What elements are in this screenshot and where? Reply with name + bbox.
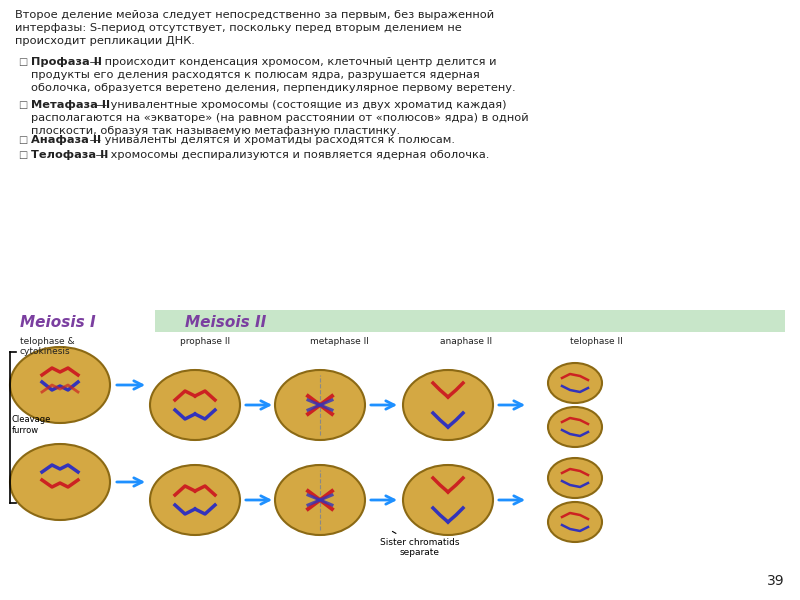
Text: □: □ <box>18 150 27 160</box>
Ellipse shape <box>548 407 602 447</box>
Text: Meiosis I: Meiosis I <box>20 315 96 330</box>
Bar <box>155 310 785 332</box>
Ellipse shape <box>275 465 365 535</box>
Text: — хромосомы деспирализуются и появляется ядерная оболочка.: — хромосомы деспирализуются и появляется… <box>91 150 489 160</box>
Text: □: □ <box>18 135 27 145</box>
Text: плоскости, образуя так называемую метафазную пластинку.: плоскости, образуя так называемую метафа… <box>31 126 400 136</box>
Ellipse shape <box>275 370 365 440</box>
Text: telophase II: telophase II <box>570 337 622 346</box>
Text: anaphase II: anaphase II <box>440 337 492 346</box>
Ellipse shape <box>150 465 240 535</box>
Text: — унивалентные хромосомы (состоящие из двух хроматид каждая): — унивалентные хромосомы (состоящие из д… <box>91 100 506 110</box>
Text: Телофаза II: Телофаза II <box>31 150 108 160</box>
Ellipse shape <box>548 363 602 403</box>
Text: □: □ <box>18 57 27 67</box>
Text: Анафаза II: Анафаза II <box>31 135 101 145</box>
Text: — происходит конденсация хромосом, клеточный центр делится и: — происходит конденсация хромосом, клето… <box>86 57 497 67</box>
Ellipse shape <box>10 347 110 423</box>
Text: 39: 39 <box>767 574 785 588</box>
Text: происходит репликации ДНК.: происходит репликации ДНК. <box>15 36 195 46</box>
Ellipse shape <box>548 502 602 542</box>
Text: Метафаза II: Метафаза II <box>31 100 110 110</box>
Text: Cleavage
furrow: Cleavage furrow <box>12 415 51 434</box>
Text: Meisois II: Meisois II <box>185 315 266 330</box>
Ellipse shape <box>403 370 493 440</box>
Text: □: □ <box>18 100 27 110</box>
Text: располагаются на «экваторе» (на равном расстоянии от «полюсов» ядра) в одной: располагаются на «экваторе» (на равном р… <box>31 113 529 123</box>
Text: — униваленты делятся и хроматиды расходятся к полюсам.: — униваленты делятся и хроматиды расходя… <box>86 135 455 145</box>
Text: интерфазы: S-период отсутствует, поскольку перед вторым делением не: интерфазы: S-период отсутствует, посколь… <box>15 23 462 33</box>
Text: продукты его деления расходятся к полюсам ядра, разрушается ядерная: продукты его деления расходятся к полюса… <box>31 70 480 80</box>
Text: оболочка, образуется веретено деления, перпендикулярное первому веретену.: оболочка, образуется веретено деления, п… <box>31 83 516 93</box>
Text: Профаза II: Профаза II <box>31 57 102 67</box>
Ellipse shape <box>150 370 240 440</box>
Ellipse shape <box>548 458 602 498</box>
Text: telophase &
cytokinesis: telophase & cytokinesis <box>20 337 74 356</box>
Ellipse shape <box>403 465 493 535</box>
Text: Sister chromatids
separate: Sister chromatids separate <box>380 532 460 557</box>
Ellipse shape <box>10 444 110 520</box>
Text: Второе деление мейоза следует непосредственно за первым, без выраженной: Второе деление мейоза следует непосредст… <box>15 10 494 20</box>
Text: prophase II: prophase II <box>180 337 230 346</box>
Text: metaphase II: metaphase II <box>310 337 369 346</box>
